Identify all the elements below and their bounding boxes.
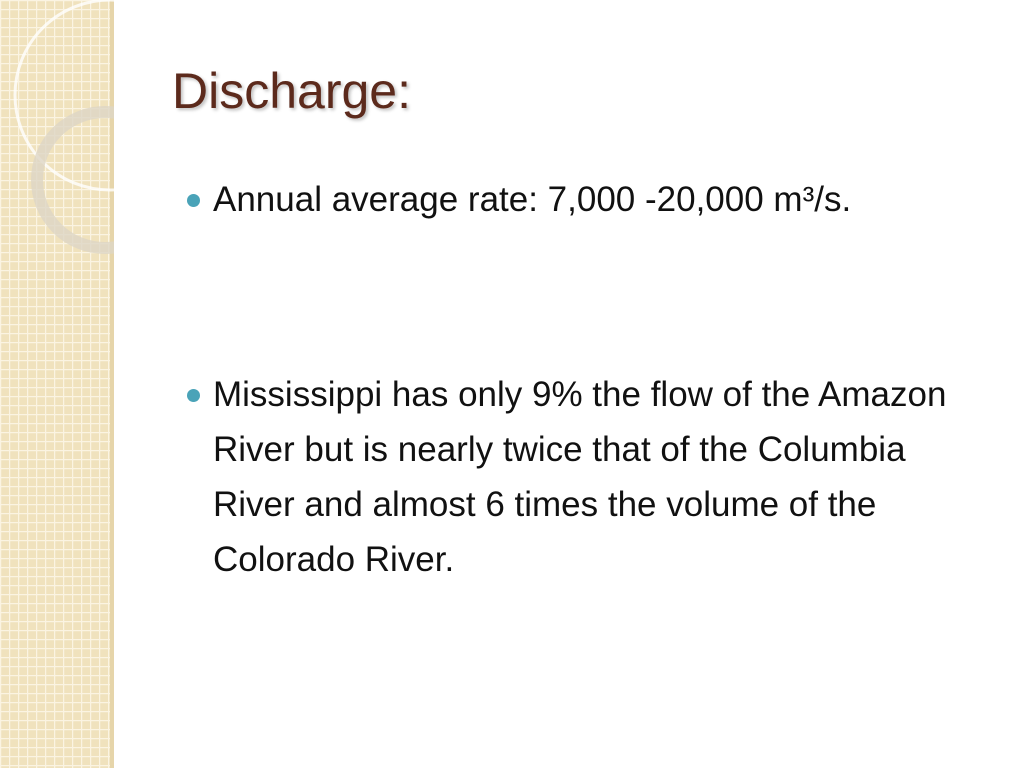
decorative-strip	[0, 0, 114, 768]
bullet: Annual average rate: 7,000 -20,000 m³/s.	[185, 172, 975, 227]
bullet: Mississippi has only 9% the flow of the …	[185, 367, 975, 587]
bullet-list: Annual average rate: 7,000 -20,000 m³/s.…	[185, 172, 975, 587]
slide-title: Discharge:	[172, 63, 411, 119]
